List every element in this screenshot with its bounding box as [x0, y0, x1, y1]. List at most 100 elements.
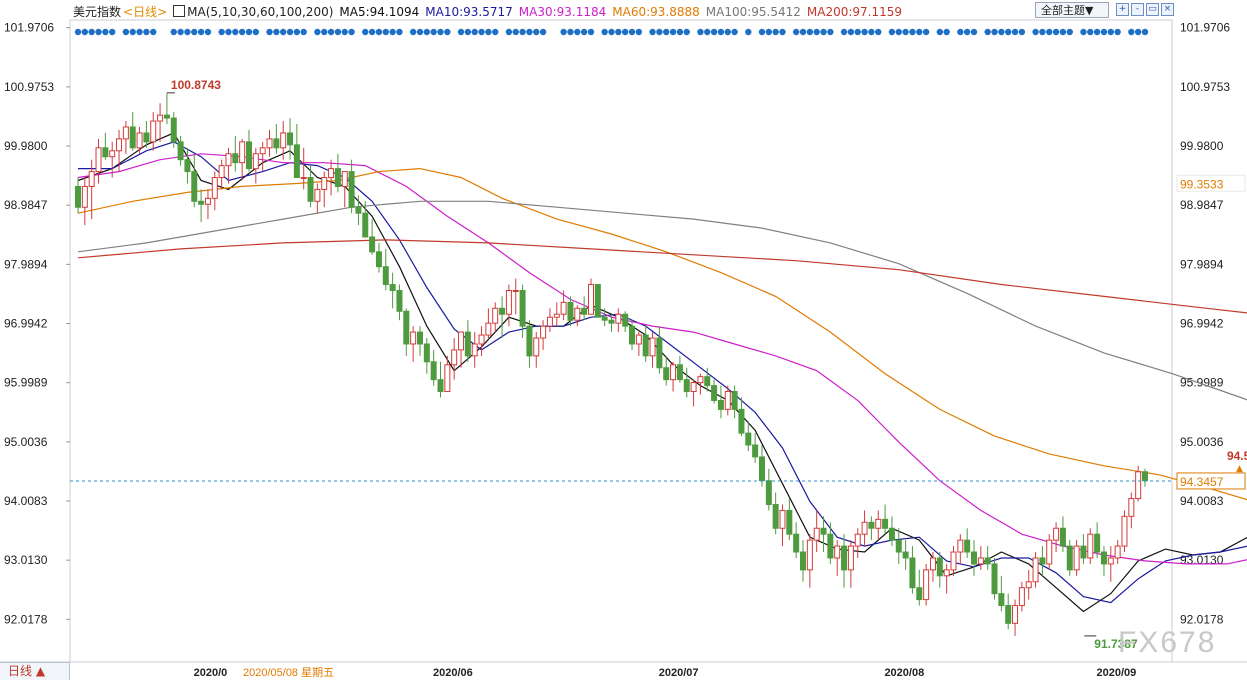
news-dot: [362, 28, 369, 36]
news-dot: [758, 28, 766, 36]
news-dot: [806, 28, 814, 36]
news-dot: [457, 28, 465, 36]
news-dot: [266, 28, 273, 36]
candle-body: [375, 251, 382, 268]
news-dot: [1059, 28, 1067, 36]
low-annotation: 91.7387: [1094, 637, 1138, 651]
candle-body: [622, 313, 629, 327]
news-dot: [430, 28, 437, 36]
candle-body: [916, 587, 923, 601]
news-dot: [587, 28, 595, 36]
x-tick-label: 2020/06: [433, 667, 473, 679]
candle-body: [820, 527, 827, 535]
news-dot: [580, 28, 588, 36]
news-dot: [922, 28, 930, 36]
zoom-in-icon[interactable]: +: [1116, 3, 1129, 16]
news-dot: [1114, 28, 1121, 36]
news-dot: [608, 28, 615, 36]
ma-line-ma100: [77, 200, 1247, 401]
theme-select-button[interactable]: 全部主题▼: [1035, 2, 1109, 18]
news-dot: [314, 28, 321, 36]
period-link[interactable]: <日线>: [123, 5, 168, 19]
candle-body: [902, 551, 909, 559]
news-dot: [669, 28, 677, 36]
y-tick-label-right: 98.9847: [1180, 198, 1224, 212]
candle-body: [1005, 605, 1012, 624]
fullscreen-icon[interactable]: ▭: [1146, 3, 1159, 16]
candle-body: [471, 343, 478, 357]
news-dot: [936, 28, 944, 36]
news-dot: [396, 28, 403, 36]
candle-body: [369, 236, 376, 253]
instrument-name: 美元指数: [73, 5, 122, 19]
news-dot: [485, 28, 492, 36]
news-dot: [526, 28, 533, 36]
ma5-value: MA5:94.1094: [339, 5, 420, 19]
news-dot: [150, 28, 157, 36]
candle-body: [170, 117, 177, 143]
y-tick-label-right: 92.0178: [1180, 612, 1224, 626]
news-dot: [1018, 28, 1026, 36]
news-dot: [416, 28, 424, 36]
candle-body: [929, 557, 936, 571]
news-dot: [519, 28, 526, 36]
cursor-date-label: 2020/05/08 星期五: [243, 666, 334, 679]
close-icon[interactable]: ×: [1161, 3, 1174, 16]
news-dot: [492, 28, 499, 36]
candle-body: [1046, 539, 1053, 565]
y-tick-label-left: 95.0036: [4, 435, 48, 449]
candle-body: [1094, 533, 1101, 553]
news-dot: [765, 28, 773, 36]
candle-body: [635, 334, 642, 345]
news-dot: [74, 28, 82, 36]
news-dot: [389, 28, 396, 36]
y-tick-label-right: 99.9800: [1180, 139, 1224, 153]
current-price-label: 94.3457: [1180, 475, 1224, 489]
news-dot: [772, 28, 779, 36]
news-dot: [888, 28, 896, 36]
candle-body: [355, 206, 362, 214]
news-dot: [731, 28, 738, 36]
news-dot: [1093, 28, 1101, 36]
news-dot: [218, 28, 225, 36]
candle-body: [109, 150, 116, 158]
period-button[interactable]: 日线 ▲: [0, 662, 70, 680]
news-dot: [95, 28, 102, 36]
news-dot: [1087, 28, 1094, 36]
candle-body: [875, 518, 882, 529]
candle-body: [793, 533, 800, 553]
news-dot: [916, 28, 923, 36]
candle-body: [348, 171, 355, 208]
candle-body: [642, 334, 649, 357]
price-arrow-icon: ▲: [1236, 464, 1243, 474]
zoom-out-icon[interactable]: -: [1131, 3, 1144, 16]
candle-body: [1080, 545, 1087, 559]
candle-body: [717, 399, 724, 410]
candle-body: [806, 539, 813, 571]
candle-body: [464, 331, 471, 357]
news-dot: [745, 28, 752, 36]
news-dot: [293, 28, 301, 36]
news-dot: [245, 28, 253, 36]
news-dot: [122, 28, 130, 36]
candle-body: [150, 120, 157, 143]
candle-body: [293, 144, 300, 179]
candle-body: [984, 557, 991, 565]
candle-body: [758, 456, 765, 482]
news-dot: [991, 28, 998, 36]
news-dot: [238, 28, 246, 36]
news-dot: [197, 28, 205, 36]
candle-body: [321, 177, 328, 190]
candle-body: [334, 168, 341, 187]
y-tick-label-right: 95.9989: [1180, 376, 1224, 390]
news-dot: [327, 28, 335, 36]
news-dot: [88, 28, 95, 36]
news-dot: [676, 28, 684, 36]
news-dot: [300, 28, 307, 36]
candle-body: [724, 391, 731, 410]
candle-body: [1012, 605, 1019, 624]
candle-body: [102, 147, 109, 158]
ma-line-ma5: [77, 132, 1247, 613]
news-dot: [464, 28, 472, 36]
candle-body: [533, 337, 540, 357]
